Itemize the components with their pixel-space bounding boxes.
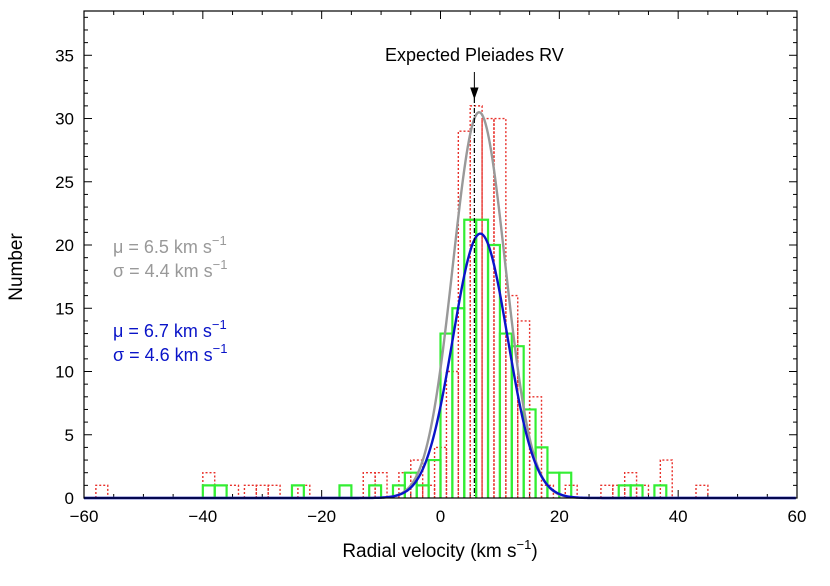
blue-fit-annotation: μ = 6.7 km s−1 σ = 4.6 km s−1 <box>113 317 227 365</box>
red-dotted-histogram-bar <box>214 484 228 498</box>
red-dotted-histogram-bar <box>95 484 109 498</box>
green-histogram-bar <box>201 484 216 498</box>
blue-mu-text: μ = 6.7 km s−1 <box>113 317 227 341</box>
x-tick-label: 40 <box>669 507 688 526</box>
red-dotted-histogram-bar <box>659 459 673 498</box>
gray-sigma-text: σ = 4.4 km s−1 <box>113 257 227 281</box>
red-dotted-histogram <box>95 105 709 498</box>
expected-rv-label: Expected Pleiades RV <box>385 45 564 65</box>
expected-rv-arrow <box>470 72 479 100</box>
red-dotted-histogram-bar <box>505 294 519 498</box>
red-dotted-histogram-bar <box>410 459 424 498</box>
green-histogram-bar <box>368 484 383 498</box>
green-histogram-bar <box>213 484 228 498</box>
green-histogram-bar <box>290 484 305 498</box>
red-dotted-histogram-bar <box>243 484 258 498</box>
y-tick-label: 35 <box>55 46 74 65</box>
y-tick-label: 20 <box>55 236 74 255</box>
y-tick-label: 5 <box>65 426 74 445</box>
red-dotted-histogram-bar <box>600 484 614 498</box>
series-layer <box>84 105 797 500</box>
y-tick-label: 15 <box>55 299 74 318</box>
x-tick-label: 20 <box>550 507 569 526</box>
red-dotted-histogram-bar <box>457 130 471 498</box>
green-histogram-bar <box>338 484 353 498</box>
gray-fit-annotation: μ = 6.5 km s−1 σ = 4.4 km s−1 <box>113 233 227 281</box>
x-tick-label: −20 <box>307 507 336 526</box>
plot-frame <box>83 10 798 499</box>
green-histogram-bar <box>558 471 573 498</box>
green-histogram-bar <box>653 484 668 498</box>
y-tick-label: 10 <box>55 363 74 382</box>
x-axis-title: Radial velocity (km s−1) <box>342 537 537 562</box>
y-axis-title: Number <box>6 233 27 301</box>
y-tick-label: 25 <box>55 173 74 192</box>
tick-labels-layer: −60 −40 −20 0 20 40 60 0 5 10 15 20 25 30 35 <box>55 46 806 526</box>
y-tick-label: 0 <box>65 489 74 508</box>
x-tick-label: −60 <box>70 507 99 526</box>
green-histogram-bar <box>629 484 644 498</box>
x-tick-label: 60 <box>788 507 807 526</box>
blue-sigma-text: σ = 4.6 km s−1 <box>113 341 227 365</box>
gray-mu-text: μ = 6.5 km s−1 <box>113 233 227 257</box>
red-dotted-histogram-bar <box>695 484 709 498</box>
x-tick-label: −40 <box>188 507 217 526</box>
red-dotted-histogram-bar <box>267 484 281 498</box>
red-dotted-histogram-bar <box>338 484 353 498</box>
x-tick-label: 0 <box>436 507 445 526</box>
y-tick-label: 30 <box>55 110 74 129</box>
